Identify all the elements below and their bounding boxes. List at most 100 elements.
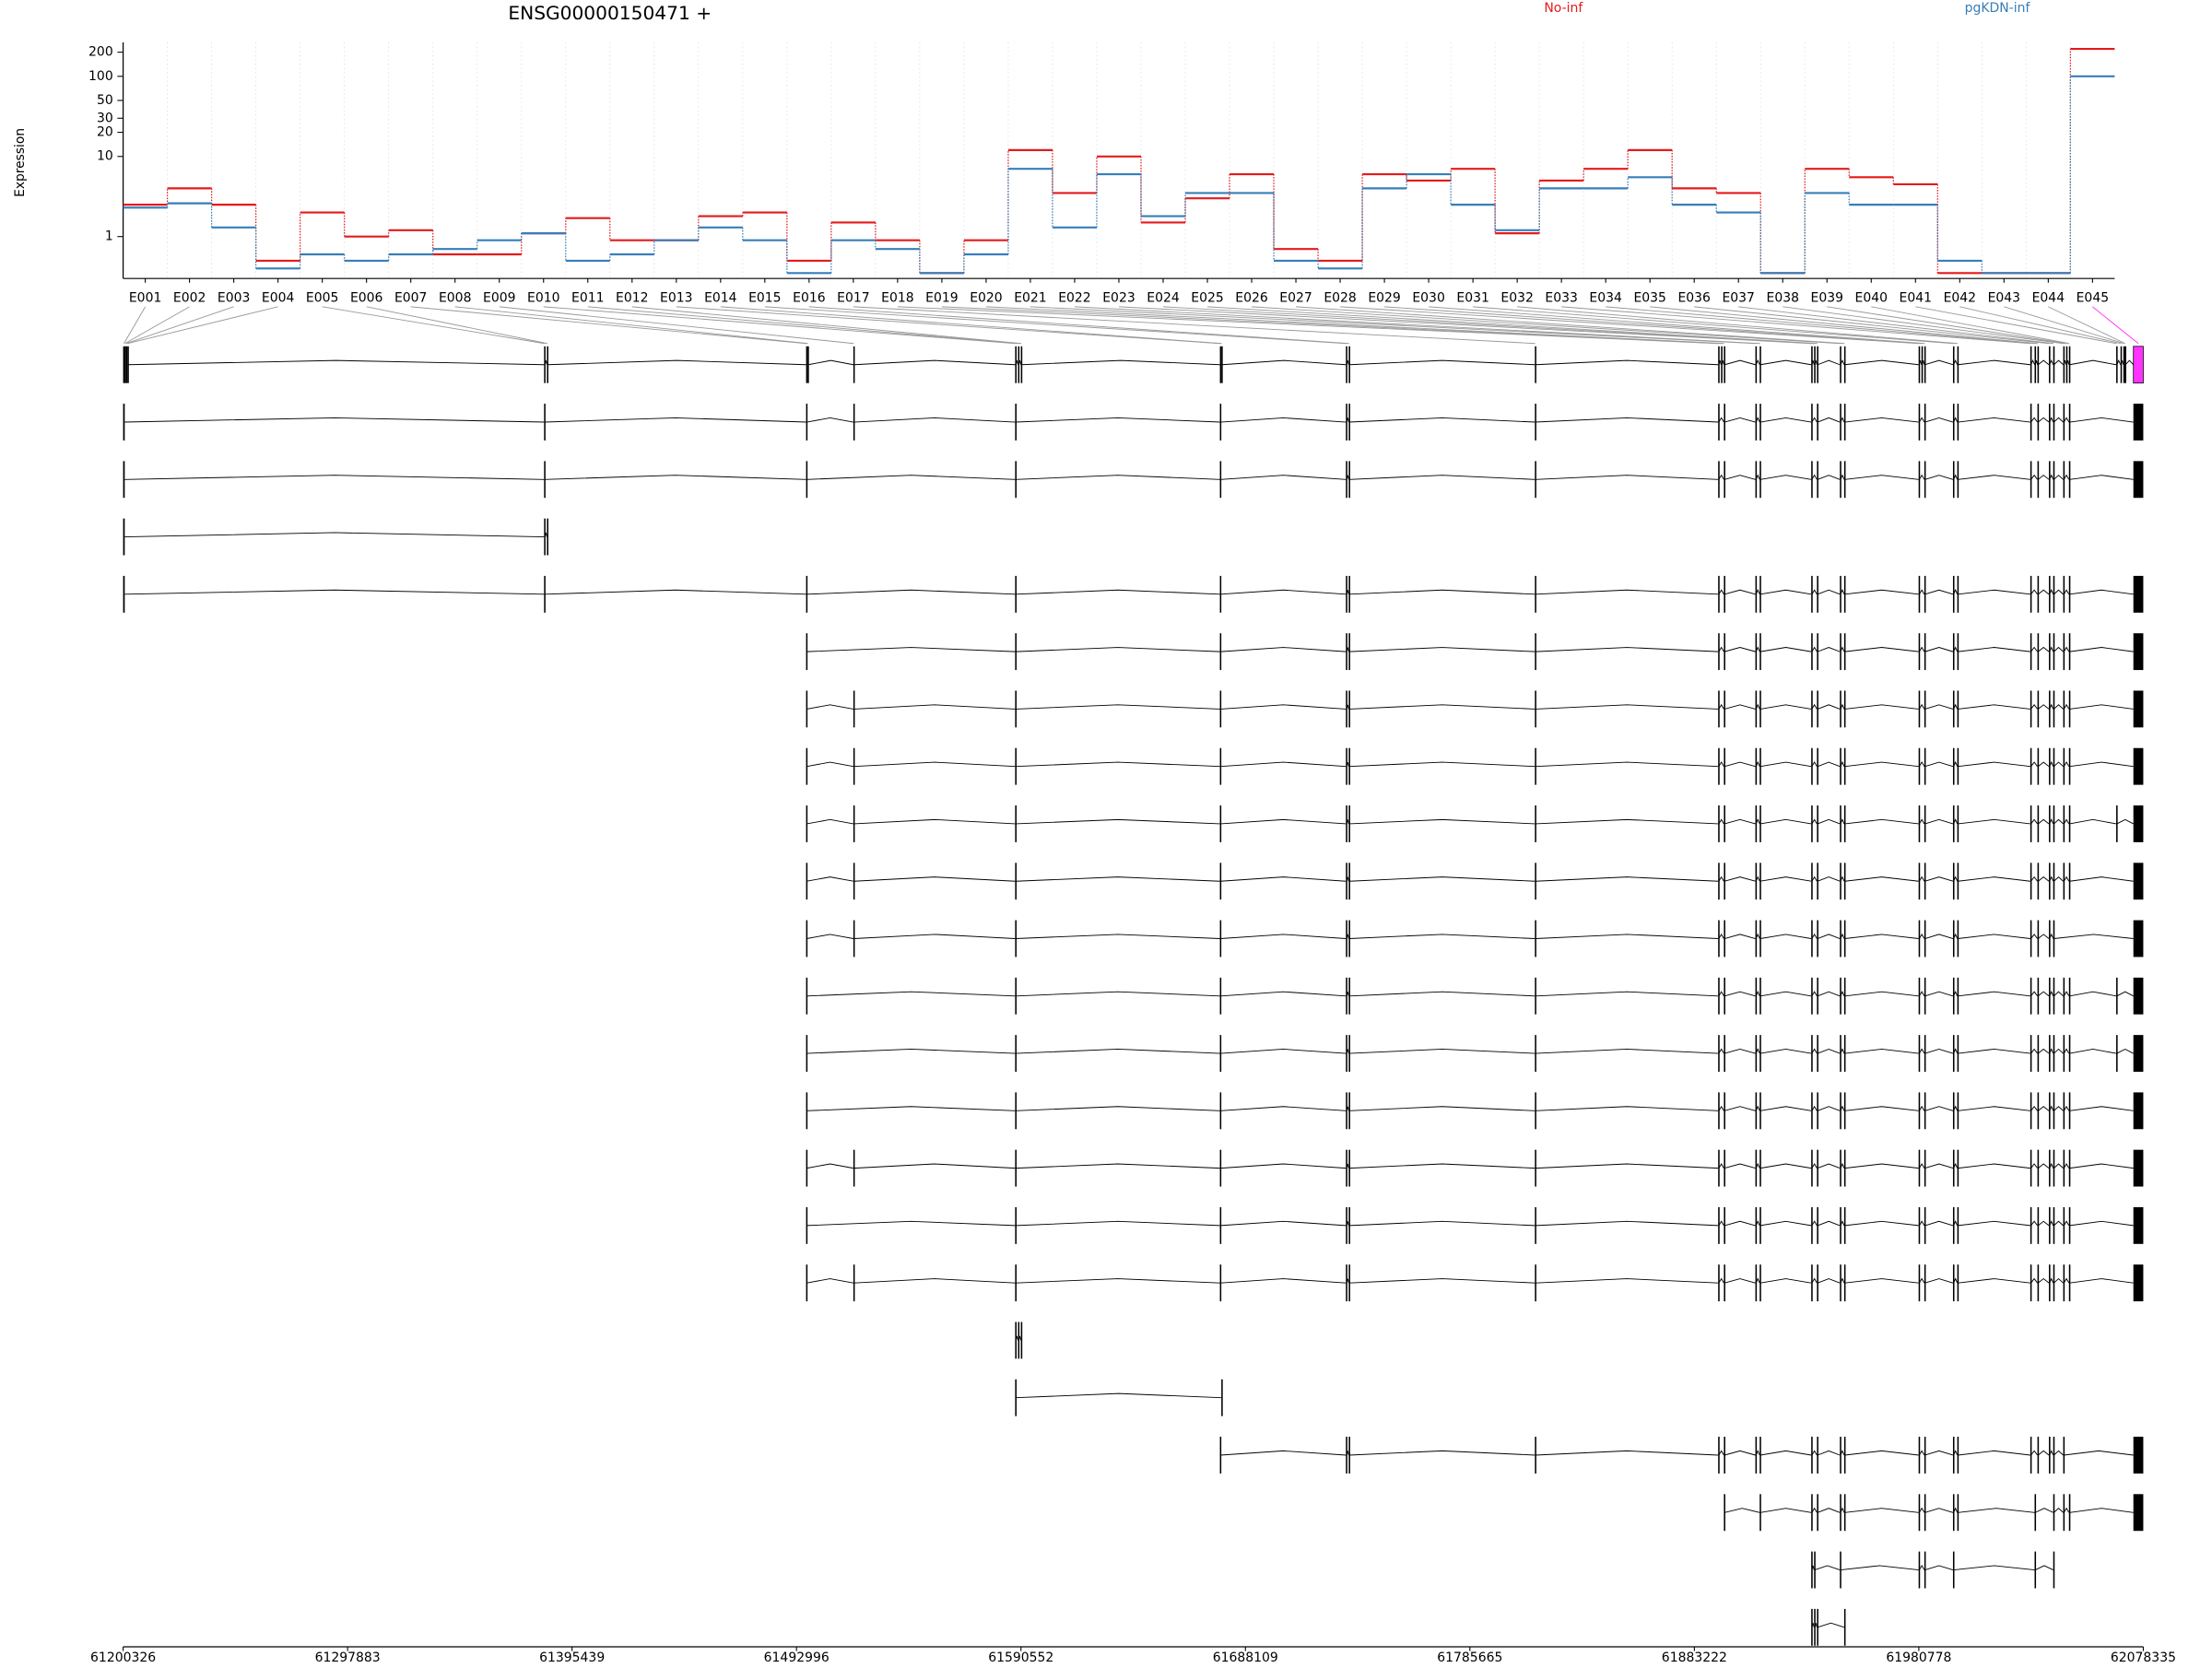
intron <box>1724 934 1756 939</box>
exon-connector <box>1650 306 2039 345</box>
intron <box>2038 761 2050 768</box>
intron <box>1346 1163 1349 1169</box>
x-tick-label: E024 <box>1147 291 1180 306</box>
intron <box>1924 761 1954 768</box>
x-tick-label: E042 <box>1944 291 1976 306</box>
exon-connector <box>1871 306 2070 345</box>
intron <box>1953 646 1959 652</box>
intron <box>2030 1163 2038 1169</box>
intron <box>1016 1106 1220 1111</box>
intron <box>1811 646 1818 652</box>
intron <box>2063 1048 2070 1054</box>
exon <box>2133 1264 2144 1302</box>
intron <box>1840 474 1845 480</box>
intron <box>1535 589 1719 595</box>
intron <box>1919 1277 1925 1284</box>
intron <box>1346 992 1349 996</box>
exon <box>123 518 125 556</box>
intron <box>1349 1048 1535 1054</box>
intron <box>2030 1105 2038 1111</box>
intron <box>2069 761 2134 768</box>
intron <box>853 1163 1016 1169</box>
intron <box>1811 1507 1818 1513</box>
exon <box>2133 690 2144 728</box>
intron <box>2053 589 2064 595</box>
intron <box>1759 934 1812 939</box>
intron <box>1346 1451 1349 1456</box>
intron <box>2030 1450 2038 1456</box>
x-tick-label: E023 <box>1102 291 1135 306</box>
exon-connector <box>808 306 1349 345</box>
exon-connector <box>2048 306 2125 345</box>
intron <box>1755 933 1760 939</box>
exon <box>1221 1379 1223 1416</box>
exon-connector <box>1252 306 1841 345</box>
exon-connector <box>1738 306 2054 345</box>
intron <box>1016 1220 1220 1227</box>
y-tick-label: 30 <box>97 111 113 125</box>
intron <box>853 934 1016 939</box>
intron <box>1535 1106 1719 1111</box>
intron <box>2063 417 2070 423</box>
intron <box>1535 818 1719 825</box>
intron <box>1755 1220 1760 1227</box>
intron <box>1724 589 1756 595</box>
intron <box>1016 475 1220 480</box>
intron <box>1220 1048 1347 1054</box>
exon <box>2133 1206 2144 1244</box>
exon <box>123 461 125 499</box>
exon-connector <box>941 306 1722 345</box>
intron <box>1220 761 1347 768</box>
intron <box>1349 991 1535 997</box>
intron <box>853 417 1016 423</box>
intron <box>1953 1507 1959 1513</box>
intron <box>1919 875 1925 882</box>
intron <box>1535 991 1719 997</box>
intron <box>1349 1220 1535 1227</box>
intron <box>1535 1048 1719 1054</box>
y-tick-label: 20 <box>97 125 113 140</box>
exon <box>547 518 548 556</box>
intron <box>1817 647 1841 652</box>
x-tick-label: E004 <box>262 291 295 306</box>
intron <box>2049 589 2054 595</box>
intron <box>1349 475 1535 480</box>
y-axis-label: Expression <box>13 128 28 197</box>
intron <box>2030 1048 2038 1054</box>
x-tick-label: E014 <box>704 291 737 306</box>
x-tick-label: E032 <box>1500 291 1533 306</box>
intron <box>1349 876 1535 882</box>
exon <box>2133 461 2144 499</box>
intron <box>1535 647 1719 652</box>
intron <box>1759 876 1812 882</box>
intron <box>806 417 853 423</box>
intron <box>1844 1163 1919 1169</box>
intron <box>1924 417 1954 423</box>
exon-connector <box>366 306 547 345</box>
intron <box>1718 761 1724 767</box>
intron <box>2116 991 2134 997</box>
intron <box>1958 876 2030 882</box>
intron <box>2038 1163 2050 1169</box>
intron <box>1718 1048 1724 1054</box>
intron <box>1724 1508 1760 1513</box>
intron <box>2053 761 2064 768</box>
intron <box>2053 991 2064 997</box>
intron <box>1349 359 1535 366</box>
y-tick-label: 100 <box>88 69 113 84</box>
intron <box>1919 933 1925 939</box>
intron <box>1346 934 1349 939</box>
intron <box>1718 589 1724 595</box>
intron <box>2049 417 2054 423</box>
exon-connector <box>1915 306 2117 345</box>
intron <box>1817 1278 1841 1284</box>
intron <box>1759 1106 1812 1111</box>
intron <box>2030 474 2038 480</box>
x-tick-label: E002 <box>173 291 206 306</box>
intron <box>2063 589 2070 595</box>
intron <box>1724 1048 1756 1054</box>
intron <box>1811 1220 1818 1227</box>
intron <box>2064 1450 2134 1456</box>
intron <box>2063 1105 2070 1111</box>
